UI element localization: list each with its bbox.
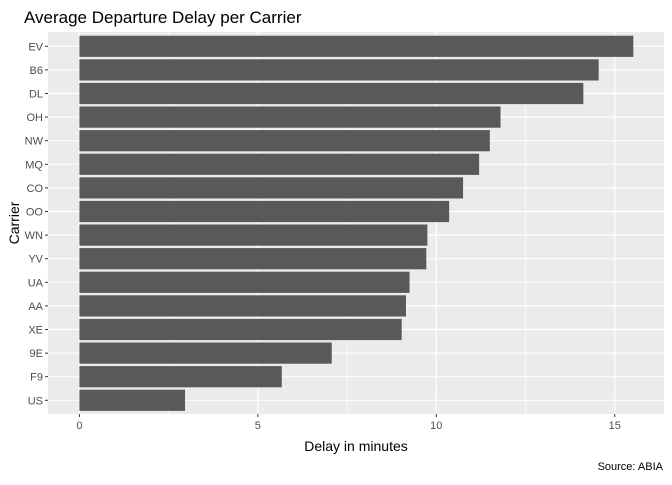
bar-mq [79, 153, 480, 175]
y-axis-title: Carrier [6, 201, 22, 244]
y-tick-label: NW [25, 136, 44, 148]
bar-ua [79, 271, 410, 293]
y-axis-ticks: EV B6 DL OH NW MQ CO OO WN YV UA AA XE 9E F9 US [25, 41, 48, 407]
y-tick-label: AA [28, 301, 43, 313]
x-tick-label: 0 [76, 420, 82, 432]
bar-co [79, 177, 464, 199]
y-tick-label: OH [27, 112, 44, 124]
y-tick-label: 9E [30, 348, 43, 360]
bar-yv [79, 248, 427, 270]
x-tick-label: 5 [255, 420, 261, 432]
chart-title: Average Departure Delay per Carrier [24, 8, 302, 27]
y-tick-label: EV [28, 41, 43, 53]
x-axis-ticks: 0 5 10 15 [76, 414, 621, 432]
bar-f9 [79, 366, 282, 388]
y-tick-label: MQ [25, 159, 43, 171]
bar-wn [79, 224, 428, 246]
bar-xe [79, 318, 402, 341]
y-tick-label: F9 [30, 372, 43, 384]
bar-b6 [79, 59, 599, 81]
bar-oo [79, 200, 450, 223]
x-tick-label: 10 [430, 420, 442, 432]
y-tick-label: DL [29, 89, 43, 101]
bar-us [79, 389, 186, 411]
bar-9e [79, 342, 332, 364]
y-tick-label: B6 [30, 65, 43, 77]
bar-nw [79, 130, 490, 152]
bar-dl [79, 82, 584, 105]
bars-layer [79, 35, 634, 411]
y-tick-label: OO [26, 207, 44, 219]
y-tick-label: CO [27, 183, 44, 195]
y-tick-label: US [28, 395, 43, 407]
bar-ev [79, 35, 634, 57]
y-tick-label: WN [25, 230, 43, 242]
y-tick-label: XE [28, 325, 43, 337]
y-tick-label: YV [28, 254, 43, 266]
x-tick-label: 15 [609, 420, 621, 432]
bar-aa [79, 295, 406, 317]
x-axis-title: Delay in minutes [304, 438, 408, 454]
chart-caption: Source: ABIA [598, 461, 664, 473]
bar-oh [79, 106, 501, 128]
y-tick-label: UA [28, 277, 44, 289]
